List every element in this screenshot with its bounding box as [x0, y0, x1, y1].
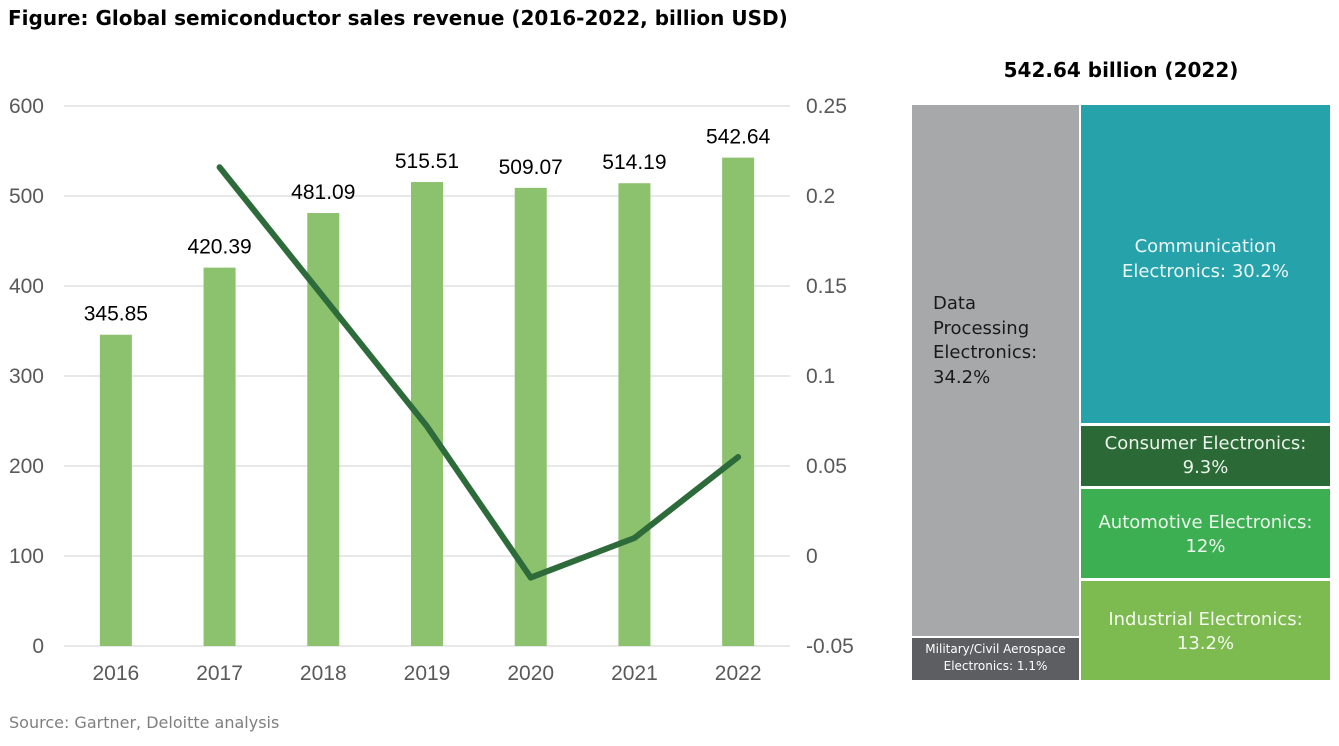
- bar-value-label: 345.85: [84, 303, 148, 326]
- x-tick-label: 2019: [404, 662, 451, 685]
- treemap-cell-data-processing: Data Processing Electronics: 34.2%: [912, 105, 1079, 636]
- x-tick-label: 2017: [196, 662, 243, 685]
- bar-value-label: 515.51: [395, 150, 459, 173]
- bar-line-chart: 0 100 200 300 400 500 600 -0.05 0 0.05 0.1 0.15 0.2 0…: [9, 95, 854, 685]
- bar-value-label: 481.09: [291, 181, 355, 204]
- x-tick-label: 2021: [611, 662, 658, 685]
- y2-tick-label: 0.1: [806, 365, 835, 388]
- y-tick-label: 500: [9, 185, 44, 208]
- treemap-title: 542.64 billion (2022): [1003, 58, 1239, 82]
- bar: [203, 267, 236, 646]
- y2-tick-label: -0.05: [806, 635, 854, 658]
- y2-tick-label: 0: [806, 545, 818, 568]
- y-tick-label: 200: [9, 455, 44, 478]
- treemap-label-industrial: Industrial Electronics: 13.2%: [1108, 609, 1303, 654]
- y-tick-label: 300: [9, 365, 44, 388]
- growth-line: [216, 164, 742, 581]
- y-tick-label: 100: [9, 545, 44, 568]
- source-note: Source: Gartner, Deloitte analysis: [9, 713, 280, 732]
- bar-value-label: 509.07: [499, 156, 563, 179]
- bar-value-label: 514.19: [602, 151, 666, 174]
- y2-tick-label: 0.2: [806, 185, 835, 208]
- y-tick-label: 600: [9, 95, 44, 118]
- y-tick-label: 0: [32, 635, 44, 658]
- treemap-cell-military-aerospace: Military/Civil Aerospace Electronics: 1.…: [912, 638, 1079, 680]
- x-tick-label: 2022: [715, 662, 762, 685]
- bar: [722, 157, 755, 646]
- treemap-cell-communication: Communication Electronics: 30.2%: [1081, 105, 1330, 423]
- treemap-label-consumer: Consumer Electronics: 9.3%: [1104, 433, 1307, 478]
- bar-value-label: 542.64: [706, 126, 771, 149]
- bar-value-label: 420.39: [187, 236, 251, 259]
- bar: [618, 183, 651, 646]
- treemap-cell-industrial: Industrial Electronics: 13.2%: [1081, 581, 1330, 680]
- treemap-label-military-aerospace: Military/Civil Aerospace Electronics: 1.…: [925, 642, 1066, 673]
- treemap-cell-automotive: Automotive Electronics: 12%: [1081, 489, 1330, 578]
- x-tick-label: 2018: [300, 662, 347, 685]
- y2-tick-label: 0.25: [806, 95, 847, 118]
- treemap-label-automotive: Automotive Electronics: 12%: [1098, 512, 1313, 557]
- y2-tick-label: 0.15: [806, 275, 847, 298]
- y2-tick-label: 0.05: [806, 455, 847, 478]
- bar: [99, 334, 132, 646]
- treemap-label-data-processing: Data Processing Electronics: 34.2%: [933, 293, 1038, 388]
- y-tick-label: 400: [9, 275, 44, 298]
- figure-title: Figure: Global semiconductor sales reven…: [8, 6, 788, 30]
- treemap-cell-consumer: Consumer Electronics: 9.3%: [1081, 426, 1330, 486]
- x-tick-label: 2020: [507, 662, 554, 685]
- treemap-label-communication: Communication Electronics: 30.2%: [1121, 236, 1290, 282]
- bar: [307, 213, 340, 647]
- bar: [514, 187, 547, 646]
- x-tick-label: 2016: [92, 662, 139, 685]
